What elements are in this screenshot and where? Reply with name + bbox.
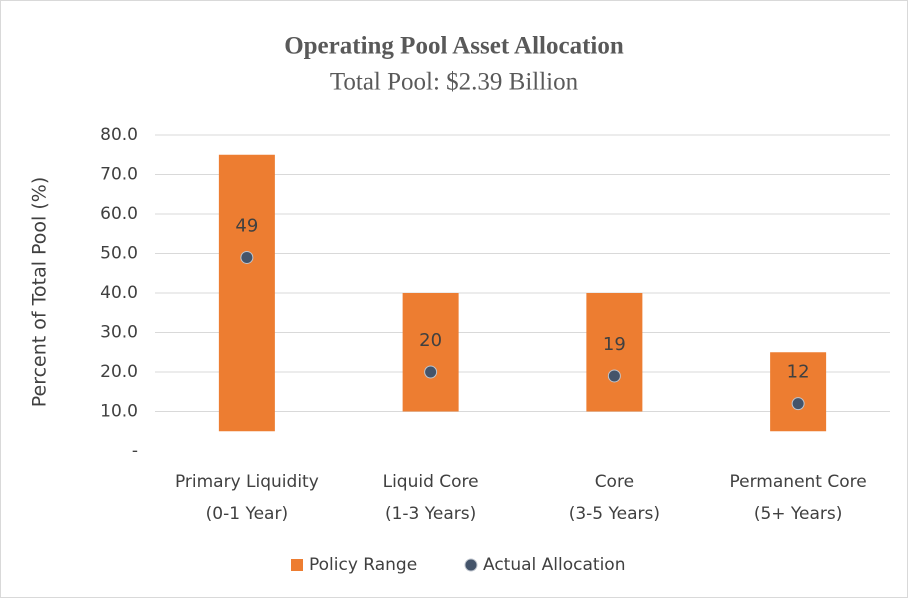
data-label: 19 <box>603 334 626 355</box>
chart-title: Operating Pool Asset Allocation <box>284 33 624 60</box>
y-tick-label: 40.0 <box>100 283 138 303</box>
range-bar <box>770 352 827 432</box>
x-tick-label: (0-1 Year) <box>206 504 288 524</box>
y-tick-label: 20.0 <box>100 362 138 382</box>
legend-swatch <box>291 559 303 571</box>
y-tick-label: 70.0 <box>100 165 138 185</box>
range-bar <box>218 154 275 432</box>
data-label: 12 <box>787 362 810 383</box>
y-tick-label: 80.0 <box>100 125 138 145</box>
y-tick-label: 30.0 <box>100 323 138 343</box>
legend-label: Policy Range <box>309 555 417 575</box>
data-label: 20 <box>419 330 442 351</box>
x-tick-label: Permanent Core <box>730 472 867 492</box>
y-tick-label: - <box>132 441 138 461</box>
legend-label: Actual Allocation <box>483 555 625 575</box>
range-bar <box>402 293 459 412</box>
x-tick-label: (1-3 Years) <box>385 504 476 524</box>
y-tick-label: 50.0 <box>100 244 138 264</box>
y-tick-label: 10.0 <box>100 402 138 422</box>
x-tick-label: Liquid Core <box>383 472 479 492</box>
x-tick-label: Primary Liquidity <box>175 472 319 492</box>
actual-dot <box>607 369 621 383</box>
actual-dot <box>424 365 438 379</box>
y-axis-label: Percent of Total Pool (%) <box>29 177 51 408</box>
actual-dot <box>240 250 254 264</box>
y-tick-label: 60.0 <box>100 204 138 224</box>
actual-dot <box>791 397 805 411</box>
legend-swatch <box>464 558 478 572</box>
data-label: 49 <box>235 215 258 236</box>
x-tick-label: (5+ Years) <box>754 504 843 524</box>
range-bar <box>586 293 643 412</box>
x-tick-label: (3-5 Years) <box>569 504 660 524</box>
chart-subtitle: Total Pool: $2.39 Billion <box>330 69 579 96</box>
x-tick-label: Core <box>595 472 634 492</box>
